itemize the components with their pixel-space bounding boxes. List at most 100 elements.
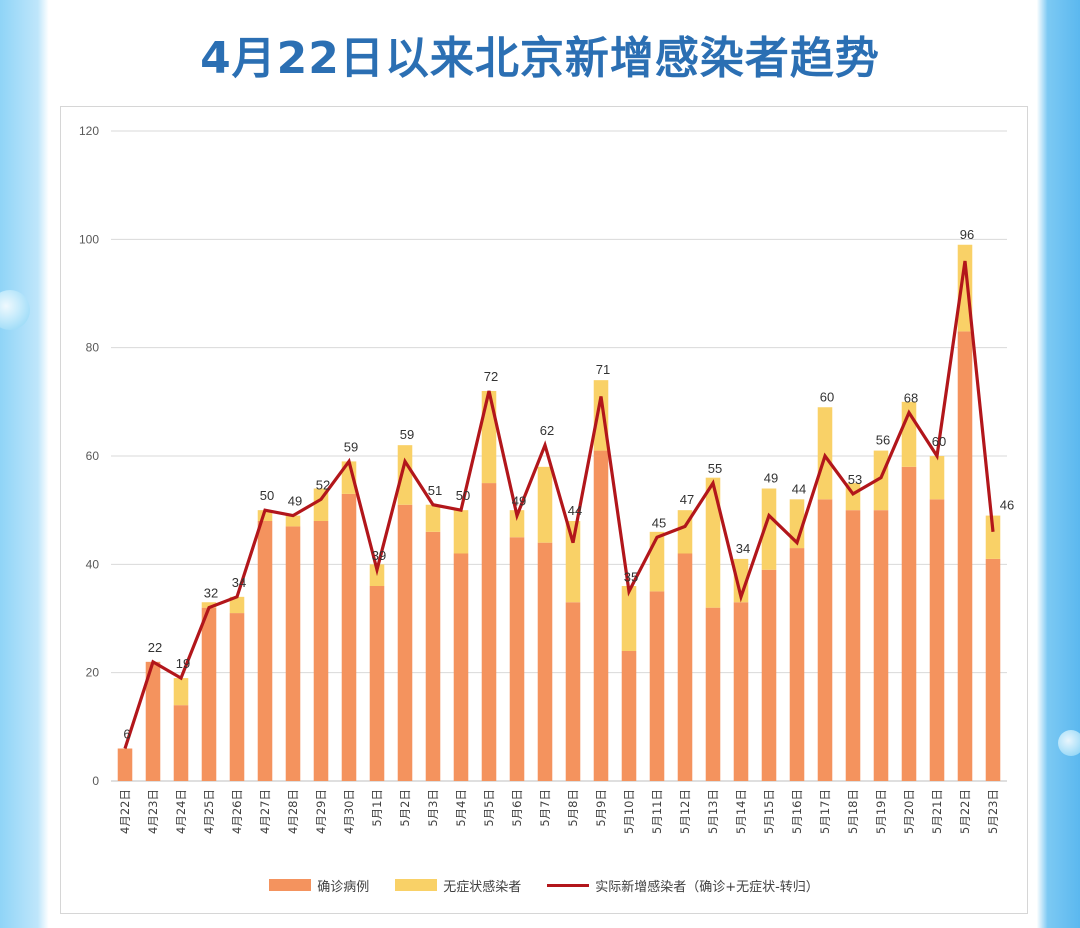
data-label: 68 xyxy=(904,391,918,406)
y-tick-label: 60 xyxy=(86,449,100,463)
bar-confirmed xyxy=(537,542,553,781)
x-tick-label: 5月5日 xyxy=(482,789,496,827)
data-label: 53 xyxy=(848,472,862,487)
bar-confirmed xyxy=(901,466,917,781)
bar-confirmed xyxy=(453,553,469,781)
chart-panel: 0 20 40 60 80 100 120 4月22日 4月23日 4月24日 4月25日 4月26日… xyxy=(60,106,1028,914)
x-tick-label: 4月27日 xyxy=(258,789,272,834)
legend-label-confirmed: 确诊病例 xyxy=(317,879,370,895)
data-label: 72 xyxy=(484,369,498,384)
x-tick-label: 5月14日 xyxy=(734,789,748,834)
bar-confirmed xyxy=(565,602,581,781)
data-label: 52 xyxy=(316,477,330,492)
data-label: 49 xyxy=(288,494,302,509)
data-label: 35 xyxy=(624,569,638,584)
chart-legend: 确诊病例 无症状感染者 实际新增感染者（确诊+无症状-转归） xyxy=(61,873,1027,897)
x-tick-label: 5月2日 xyxy=(398,789,412,827)
bar-asymptomatic xyxy=(397,445,413,505)
bar-confirmed xyxy=(229,613,245,781)
legend-item-confirmed: 确诊病例 xyxy=(269,876,369,895)
bar-confirmed xyxy=(761,569,777,781)
data-label: 50 xyxy=(456,488,470,503)
y-tick-label: 20 xyxy=(86,666,100,680)
data-label: 55 xyxy=(708,461,722,476)
bar-asymptomatic xyxy=(817,407,833,500)
legend-label-asymptomatic: 无症状感染者 xyxy=(443,879,522,895)
x-tick-label: 4月25日 xyxy=(202,789,216,834)
bar-asymptomatic xyxy=(621,586,637,651)
bar-asymptomatic xyxy=(985,515,1001,559)
x-tick-label: 4月24日 xyxy=(174,789,188,834)
bar-asymptomatic xyxy=(453,510,469,554)
page-title: 4月22日以来北京新增感染者趋势 xyxy=(200,33,880,84)
data-label: 6 xyxy=(123,727,130,742)
bar-confirmed xyxy=(397,504,413,781)
decorative-bubble-right xyxy=(1058,730,1080,756)
x-tick-label: 5月16日 xyxy=(790,789,804,834)
bar-confirmed xyxy=(341,493,357,781)
bar-confirmed xyxy=(957,331,973,781)
data-label: 49 xyxy=(764,471,778,486)
bar-asymptomatic xyxy=(733,558,749,603)
bar-asymptomatic xyxy=(173,678,189,706)
x-tick-label: 5月13日 xyxy=(706,789,720,834)
bar-confirmed xyxy=(425,531,441,781)
data-label: 60 xyxy=(932,434,946,449)
x-tick-label: 5月6日 xyxy=(510,789,524,827)
bar-confirmed xyxy=(201,607,217,781)
x-tick-label: 5月22日 xyxy=(958,789,972,834)
data-label: 51 xyxy=(428,483,442,498)
data-label: 96 xyxy=(960,227,974,242)
legend-swatch-asymptomatic xyxy=(395,879,438,891)
legend-swatch-actual xyxy=(547,883,590,887)
bar-asymptomatic xyxy=(201,602,217,608)
bar-confirmed xyxy=(145,661,161,781)
bar-confirmed xyxy=(509,537,525,781)
data-label: 44 xyxy=(792,481,806,496)
decorative-bubble-left xyxy=(0,290,30,330)
y-tick-label: 0 xyxy=(92,774,99,788)
bar-confirmed xyxy=(593,450,609,781)
bar-confirmed xyxy=(985,558,1001,781)
x-tick-label: 5月7日 xyxy=(538,789,552,827)
bar-asymptomatic xyxy=(257,510,273,521)
chart-svg: 0 20 40 60 80 100 120 4月22日 4月23日 4月24日 4月25日 4月26日… xyxy=(79,124,1014,834)
x-tick-label: 4月28日 xyxy=(286,789,300,834)
bar-confirmed xyxy=(733,602,749,781)
y-tick-label: 80 xyxy=(86,341,100,355)
data-label: 34 xyxy=(232,575,246,590)
data-label: 49 xyxy=(512,494,526,509)
bar-asymptomatic xyxy=(705,477,721,608)
bar-asymptomatic xyxy=(929,456,945,500)
y-tick-label: 40 xyxy=(86,557,100,571)
x-tick-label: 5月8日 xyxy=(566,789,580,827)
data-label: 46 xyxy=(1000,498,1014,513)
data-label: 22 xyxy=(148,640,162,655)
bar-confirmed xyxy=(677,553,693,781)
bar-confirmed xyxy=(621,651,637,781)
data-label: 60 xyxy=(820,389,834,404)
data-label: 39 xyxy=(372,548,386,563)
legend-item-actual: 实际新增感染者（确诊+无症状-转归） xyxy=(547,876,819,895)
bar-asymptomatic xyxy=(285,515,301,527)
bar-confirmed xyxy=(481,483,497,781)
x-tick-label: 5月11日 xyxy=(650,789,664,834)
bar-confirmed xyxy=(117,748,133,781)
legend-swatch-confirmed xyxy=(269,879,312,891)
x-tick-label: 5月1日 xyxy=(370,789,384,827)
x-tick-label: 5月23日 xyxy=(986,789,1000,834)
bar-confirmed xyxy=(257,521,273,781)
x-tick-label: 5月18日 xyxy=(846,789,860,834)
data-label: 19 xyxy=(176,656,190,671)
y-tick-label: 100 xyxy=(79,232,99,246)
bar-confirmed xyxy=(313,521,329,781)
x-tick-label: 4月22日 xyxy=(118,789,132,834)
bar-confirmed xyxy=(705,607,721,781)
bar-confirmed xyxy=(649,591,665,781)
x-tick-label: 4月29日 xyxy=(314,789,328,834)
x-tick-label: 5月15日 xyxy=(762,789,776,834)
data-label: 34 xyxy=(736,541,750,556)
bar-asymptomatic xyxy=(537,466,553,543)
bar-confirmed xyxy=(789,548,805,781)
bar-confirmed xyxy=(285,526,301,781)
